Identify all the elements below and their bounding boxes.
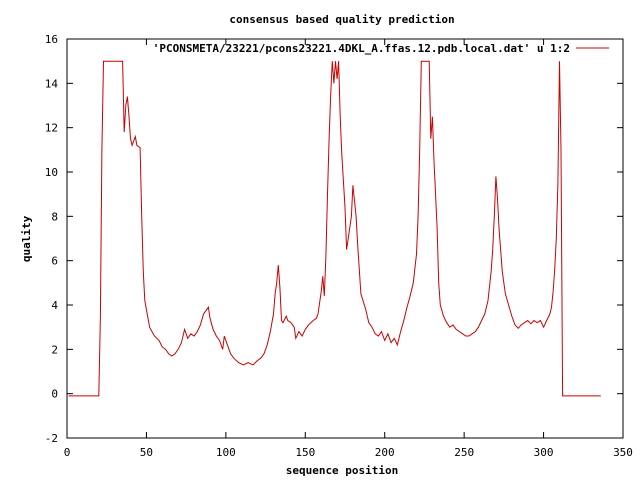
plot-frame: [66, 38, 624, 439]
y-tick-label: 14: [45, 77, 59, 90]
y-tick-label: 16: [45, 33, 58, 46]
series-line-0: [68, 60, 601, 397]
x-axis-label: sequence position: [286, 464, 399, 477]
y-tick-label: 12: [45, 122, 58, 135]
x-tick-label: 0: [64, 446, 71, 459]
y-tick-label: 4: [51, 299, 58, 312]
y-axis-label: quality: [20, 215, 33, 262]
legend: 'PCONSMETA/23221/pcons23221.4DKL_A.ffas.…: [153, 42, 609, 55]
y-tick-label: 0: [51, 388, 58, 401]
x-tick-label: 50: [140, 446, 153, 459]
series-layer: [68, 60, 601, 397]
x-tick-label: 350: [613, 446, 633, 459]
x-tick-label: 100: [216, 446, 236, 459]
legend-entry-label: 'PCONSMETA/23221/pcons23221.4DKL_A.ffas.…: [153, 42, 570, 55]
y-tick-label: 2: [51, 343, 58, 356]
x-tick-label: 300: [534, 446, 554, 459]
axis-ticks: 0 50 100 150 200 250 300 350 -2 0 2 4 6 8 10 12 14 16: [45, 33, 633, 459]
y-tick-label: 8: [51, 210, 58, 223]
x-tick-label: 200: [375, 446, 395, 459]
chart-title: consensus based quality prediction: [229, 13, 454, 26]
y-tick-label: 10: [45, 166, 58, 179]
x-tick-label: 250: [454, 446, 474, 459]
x-tick-label: 150: [295, 446, 315, 459]
y-tick-label: 6: [51, 255, 58, 268]
y-tick-label: -2: [45, 432, 58, 445]
